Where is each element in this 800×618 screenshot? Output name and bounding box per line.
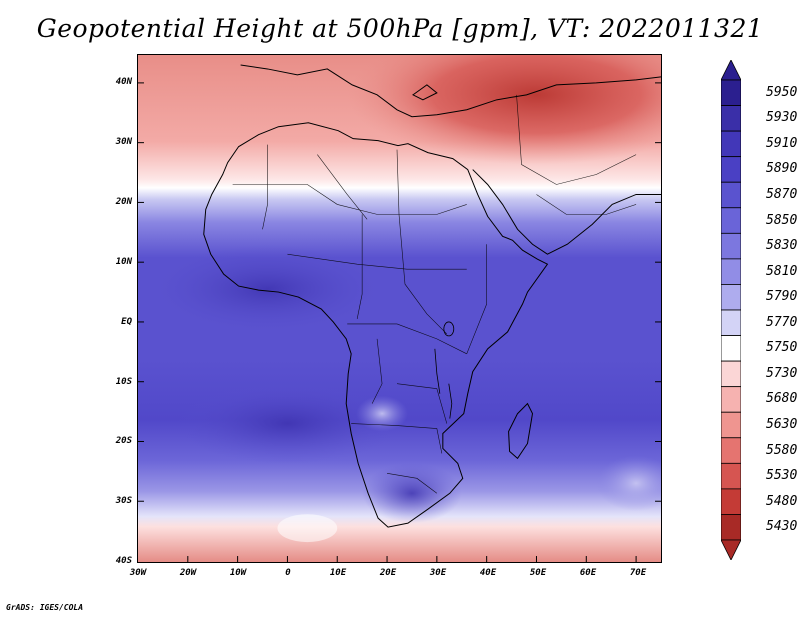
lon-label-20w: 20W <box>179 568 197 578</box>
colorbar-box <box>721 258 741 285</box>
colorbar-box <box>721 514 741 541</box>
namibia-botswana-border <box>351 423 443 454</box>
colorbar-label: 5950 <box>766 84 798 100</box>
lake-malawi <box>448 383 453 419</box>
colorbar-box <box>721 360 741 388</box>
lat-label-eq: EQ <box>121 317 132 327</box>
middle-east-border <box>516 94 637 185</box>
colorbar-top-arrow <box>721 60 741 81</box>
africa-coast <box>203 122 549 528</box>
lon-label-30e: 30E <box>429 568 447 578</box>
sudan-border <box>398 214 448 335</box>
colorbar-label: 5930 <box>766 110 798 126</box>
lake-tanganyika <box>434 348 441 394</box>
grads-credit: GrADS: IGES/COLA <box>6 603 84 612</box>
southern-africa-high <box>362 463 462 524</box>
colorbar-label: 5630 <box>766 417 798 432</box>
colorbar-label: 5790 <box>766 289 798 305</box>
sahel-border <box>287 253 467 270</box>
madagascar-coast <box>508 402 534 460</box>
lat-label-20n: 20N <box>115 197 132 207</box>
colorbar-label: 5750 <box>766 340 798 356</box>
east-africa-border <box>466 244 487 354</box>
colorbar-box <box>721 105 741 132</box>
lat-label-30n: 30N <box>115 137 132 147</box>
lake-victoria <box>443 321 455 337</box>
colorbar-box <box>721 207 741 234</box>
lon-label-60e: 60E <box>579 568 597 578</box>
colorbar-box <box>721 335 741 362</box>
geopotential-field <box>138 55 661 562</box>
lon-label-50e: 50E <box>529 568 547 578</box>
niger-chad-border <box>356 214 363 320</box>
country-borders <box>232 94 637 494</box>
aegean-islands <box>411 84 438 101</box>
lon-label-70e: 70E <box>629 568 647 578</box>
lon-label-0: 0 <box>285 568 291 578</box>
colorbar-label: 5430 <box>766 519 798 535</box>
colorbar-label: 5480 <box>766 493 798 509</box>
congo-border <box>371 338 383 404</box>
colorbar-box <box>721 488 741 515</box>
colorbar-box <box>721 284 741 311</box>
algeria-libya-border <box>317 154 368 220</box>
arabia-coast <box>472 169 661 255</box>
lon-label-20e: 20E <box>379 568 397 578</box>
colorbar-box <box>721 156 741 183</box>
south-atlantic-high <box>177 383 398 464</box>
colorbar-box <box>721 79 741 106</box>
colorbar-box <box>721 411 741 439</box>
colorbar-box <box>721 462 741 490</box>
colorbar-label: 5830 <box>766 238 798 254</box>
south-atlantic-ridge-edge <box>277 514 338 543</box>
arabia-border <box>536 194 637 215</box>
central-africa-light-patch <box>356 395 408 432</box>
mediterranean-trough <box>347 55 661 165</box>
lon-label-40e: 40E <box>479 568 497 578</box>
lon-label-10e: 10E <box>329 568 347 578</box>
lon-label-10w: 10W <box>229 568 247 578</box>
morocco-algeria-border <box>262 144 268 230</box>
colorbar-bottom-arrow <box>721 539 741 560</box>
lat-label-10s: 10S <box>115 377 132 387</box>
equatorial-border <box>347 323 467 355</box>
colorbar-label: 5850 <box>766 212 798 228</box>
colorbar-label: 5770 <box>766 314 798 330</box>
indian-ocean-light-patch <box>596 455 661 512</box>
colorbar-label: 5730 <box>766 365 798 381</box>
colorbar-box <box>721 130 741 158</box>
lat-label-40s: 40S <box>115 556 132 566</box>
great-lakes <box>434 321 455 419</box>
lat-label-10n: 10N <box>115 257 132 267</box>
zambia-border <box>396 383 448 424</box>
colorbar-label: 5870 <box>766 187 798 202</box>
west-africa-high <box>147 244 388 334</box>
colorbar-label: 5890 <box>766 161 798 177</box>
colorbar-label: 5910 <box>766 135 798 151</box>
coastlines <box>203 64 661 528</box>
colorbar-box <box>721 386 741 413</box>
sahara-border <box>232 184 467 215</box>
colorbar-label: 5530 <box>766 468 798 484</box>
map-title: Geopotential Height at 500hPa [gpm], VT:… <box>36 14 764 43</box>
colorbar-label: 5580 <box>766 442 798 458</box>
lat-label-20s: 20S <box>115 436 132 446</box>
colorbar <box>721 60 741 560</box>
lon-label-30w: 30W <box>129 568 147 578</box>
lat-label-30s: 30S <box>115 496 132 506</box>
lat-label-40n: 40N <box>115 77 132 87</box>
colorbar-box <box>721 232 741 260</box>
colorbar-boxes <box>721 60 741 560</box>
map-panel <box>137 54 662 563</box>
colorbar-label: 5810 <box>766 263 798 279</box>
colorbar-label: 5680 <box>766 391 798 407</box>
colorbar-box <box>721 181 741 209</box>
southern-europe-coast <box>240 64 661 118</box>
south-africa-border <box>386 473 438 494</box>
libya-egypt-border <box>396 149 400 215</box>
colorbar-box <box>721 437 741 464</box>
colorbar-box <box>721 309 741 336</box>
axis-ticks <box>138 82 661 562</box>
